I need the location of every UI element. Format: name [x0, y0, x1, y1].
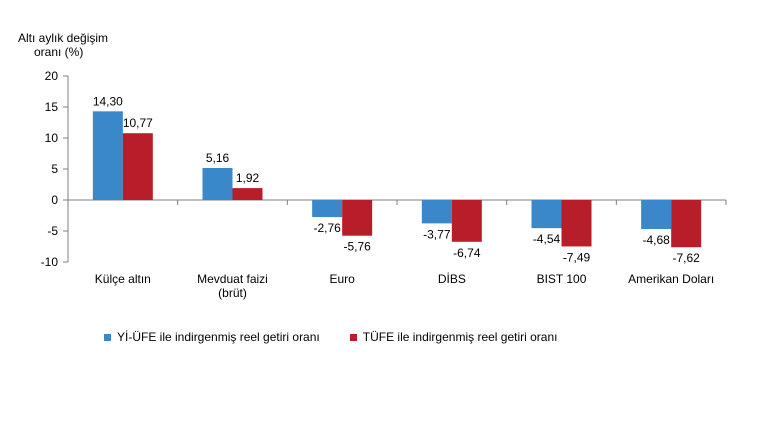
axes: 20 15 10 5 0 -5 -10 Külçe altın Mevduat faizi(br…: [41, 69, 727, 300]
x-category-label: Mevduat faizi: [197, 272, 268, 286]
data-label-series-1: 5,16: [206, 151, 230, 165]
data-labels: 14,30 5,16 -2,76 -3,77 -4,54 -4,68 10,77 1,92 -5…: [93, 94, 700, 265]
data-label-series-1: -3,77: [423, 227, 451, 241]
bar-series-2: [561, 200, 592, 247]
data-label-series-2: -6,74: [453, 246, 481, 260]
data-label-series-1: 14,30: [93, 94, 123, 108]
x-category-label: Amerikan Doları: [628, 272, 714, 286]
data-label-series-1: -4,54: [533, 232, 561, 246]
data-label-series-2: 10,77: [123, 116, 153, 130]
bars: [92, 111, 702, 248]
legend: Yİ-ÜFE ile indirgenmiş reel getiri oranı…: [104, 330, 558, 344]
data-label-series-1: -2,76: [313, 221, 341, 235]
bar-series-1: [92, 111, 123, 200]
bar-series-1: [531, 200, 562, 229]
x-category-label: BIST 100: [537, 272, 587, 286]
bar-series-2: [232, 188, 263, 200]
bar-series-1: [421, 200, 452, 224]
legend-label-series-1: Yİ-ÜFE ile indirgenmiş reel getiri oranı: [117, 330, 320, 344]
y-tick-label: 20: [45, 69, 59, 83]
data-label-series-2: -7,62: [672, 251, 700, 265]
y-tick-label: 0: [51, 193, 58, 207]
y-axis-title-line-2: oranı (%): [34, 45, 83, 59]
y-tick-label: -10: [41, 255, 59, 269]
y-tick-label: 5: [51, 162, 58, 176]
bar-series-1: [202, 168, 233, 200]
bar-series-2: [122, 133, 153, 200]
y-axis-title-line-1: Altı aylık değişim: [18, 31, 108, 45]
x-category-label: Külçe altın: [95, 272, 151, 286]
x-category-label: Euro: [329, 272, 355, 286]
bar-series-2: [342, 200, 373, 236]
legend-swatch-series-2: [349, 333, 357, 341]
bar-series-1: [641, 200, 672, 230]
legend-label-series-2: TÜFE ile indirgenmiş reel getiri oranı: [362, 330, 558, 344]
data-label-series-2: -5,76: [343, 240, 371, 254]
legend-item-series-2: TÜFE ile indirgenmiş reel getiri oranı: [349, 330, 558, 344]
y-tick-label: 15: [45, 100, 59, 114]
bar-series-1: [312, 200, 343, 218]
data-label-series-1: -4,68: [642, 233, 670, 247]
bar-series-2: [451, 200, 482, 242]
y-tick-label: 10: [45, 131, 59, 145]
x-category-label: (brüt): [218, 286, 247, 300]
bar-series-2: [671, 200, 702, 248]
legend-swatch-series-1: [104, 333, 111, 341]
x-category-label: DİBS: [438, 272, 466, 286]
data-label-series-2: 1,92: [236, 171, 260, 185]
y-tick-label: -5: [47, 224, 58, 238]
data-label-series-2: -7,49: [563, 250, 591, 264]
legend-item-series-1: Yİ-ÜFE ile indirgenmiş reel getiri oranı: [104, 330, 320, 344]
